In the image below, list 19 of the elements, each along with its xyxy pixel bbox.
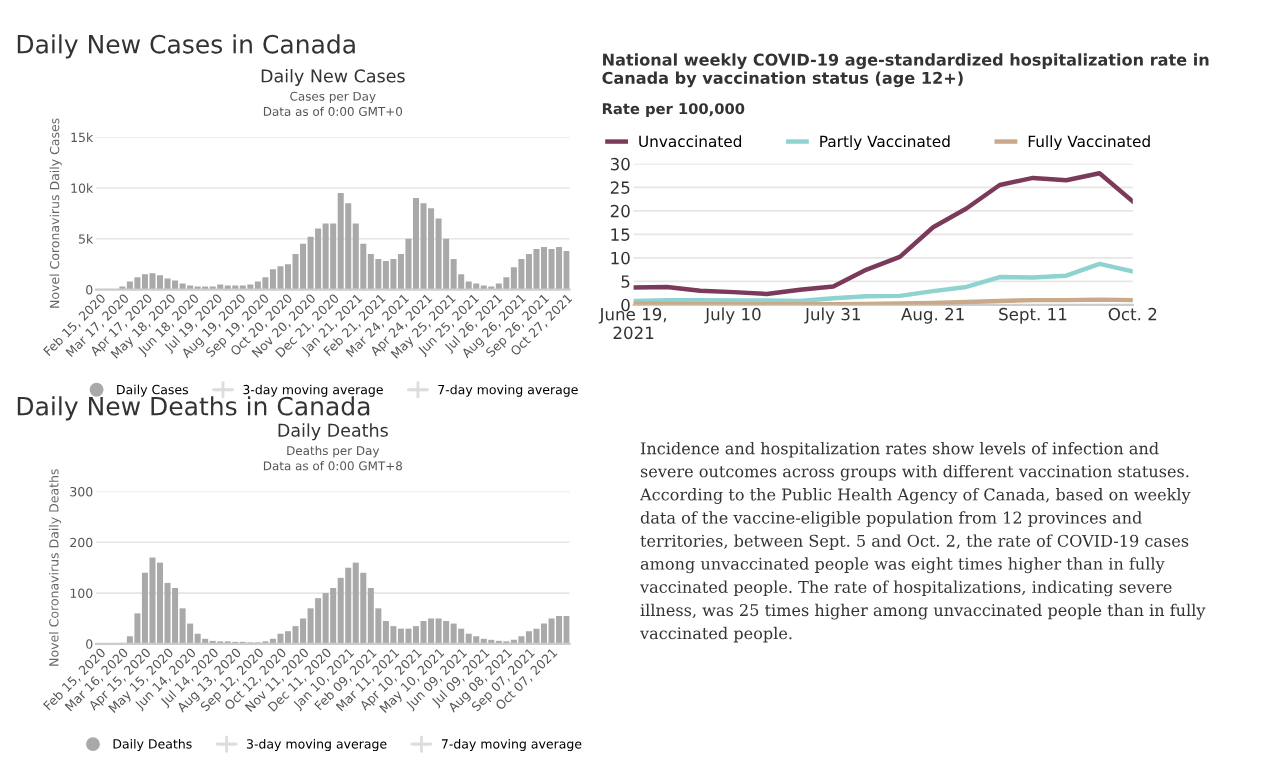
y-tick-label: 30: [610, 157, 630, 171]
y-tick-label: 15: [611, 228, 630, 241]
x-tick-label: Oct. 2: [1108, 307, 1157, 321]
x-tick-label: July 10: [704, 307, 761, 324]
x-tick-label: Sept. 11: [999, 307, 1067, 324]
text: Incidence and hospitalization rates show levels of infection and severe outcomes across groups with different vaccination statuses. According to the Public Health Agency of Canada, based on weekly data of the vaccine-eligible population from 12 provinces and territories, between Sept. 5 and Oct. 2, the rate of COVID-19 cases among unvaccinated people was eight times higher than in fully vaccinated people. The rate of hospitalizations, indicating severe illness, was 25 times higher among unvaccinated people than in fully vaccinated people.: [639, 441, 1206, 643]
chart-subtitle: Daily New Cases: [261, 69, 405, 86]
x-tick-label: July 31: [804, 307, 860, 324]
y-tick-label: 10: [611, 251, 630, 265]
chart-title: National weekly COVID-19 age-standardized hospitalization rate in Canada by vaccination status (age 12+): [602, 53, 1209, 88]
x-tick-label: June 19, 2021: [598, 307, 667, 340]
y-tick-label: 25: [610, 181, 630, 194]
y-tick-label: 0: [621, 298, 630, 312]
y-tick-label: 5: [621, 275, 630, 288]
chart-subtitle: Daily Deaths: [278, 423, 388, 441]
y-tick-label: 20: [610, 204, 630, 218]
chart-title: Daily New Deaths in Canada: [17, 396, 370, 421]
x-tick-label: Aug. 21: [901, 307, 964, 324]
chart-title: Daily New Cases in Canada: [17, 34, 355, 59]
